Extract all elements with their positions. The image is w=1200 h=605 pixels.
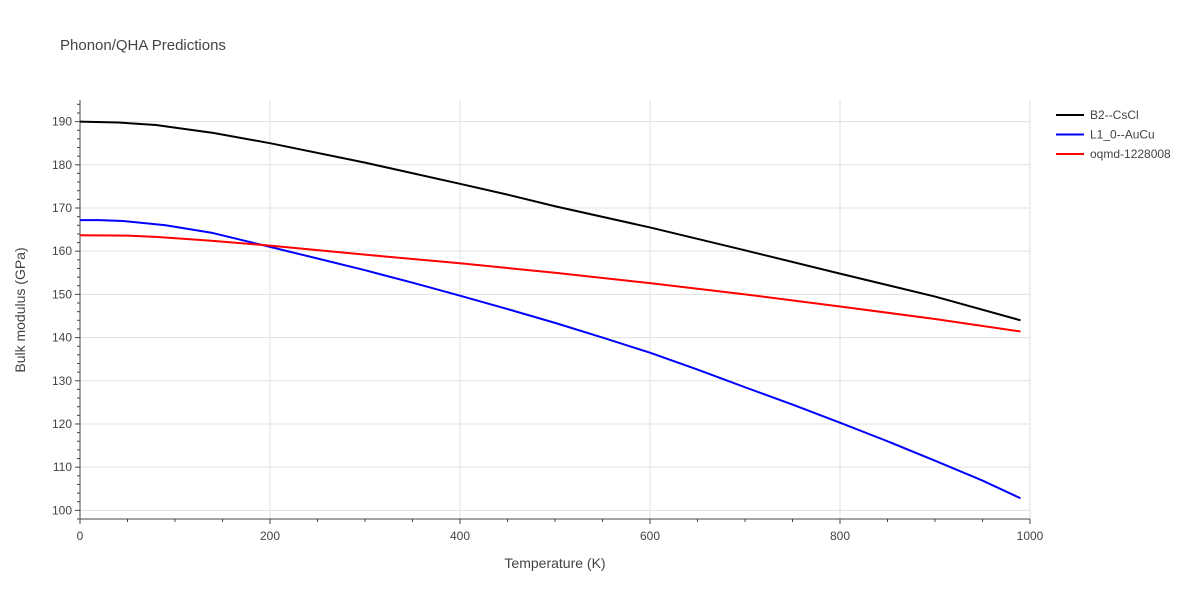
y-tick-label: 120 (52, 417, 72, 431)
x-tick-label: 600 (640, 529, 660, 543)
y-tick-label: 100 (52, 503, 72, 517)
series-line-2 (80, 219, 1021, 500)
x-tick-label: 0 (77, 529, 84, 543)
y-tick-label: 150 (52, 287, 72, 301)
series-layer (79, 120, 1021, 500)
y-tick-label: 130 (52, 374, 72, 388)
axis-layer: 100 110 120 130 140 150 160 170 180 190 0 200 400 600… (52, 100, 1044, 543)
x-tick-label: 1000 (1017, 529, 1044, 543)
y-tick-label: 180 (52, 158, 72, 172)
y-tick-label: 190 (52, 115, 72, 129)
series-line-3 (79, 234, 1021, 333)
series-line-1 (79, 120, 1021, 322)
x-tick-label: 200 (260, 529, 280, 543)
chart-title: Phonon/QHA Predictions (60, 37, 226, 54)
x-tick-label: 400 (450, 529, 470, 543)
y-tick-label: 110 (53, 460, 72, 474)
y-tick-label: 170 (52, 201, 72, 215)
x-axis-title: Temperature (K) (504, 555, 605, 571)
legend: B2--CsCl L1_0--AuCu oqmd-1228008 (1056, 108, 1171, 161)
legend-label-1: B2--CsCl (1090, 108, 1139, 122)
legend-label-2: L1_0--AuCu (1090, 128, 1155, 142)
x-tick-label: 800 (830, 529, 850, 543)
y-axis-title: Bulk modulus (GPa) (12, 247, 28, 372)
y-tick-label: 160 (52, 244, 72, 258)
y-tick-label: 140 (52, 331, 72, 345)
legend-label-3: oqmd-1228008 (1090, 147, 1171, 161)
